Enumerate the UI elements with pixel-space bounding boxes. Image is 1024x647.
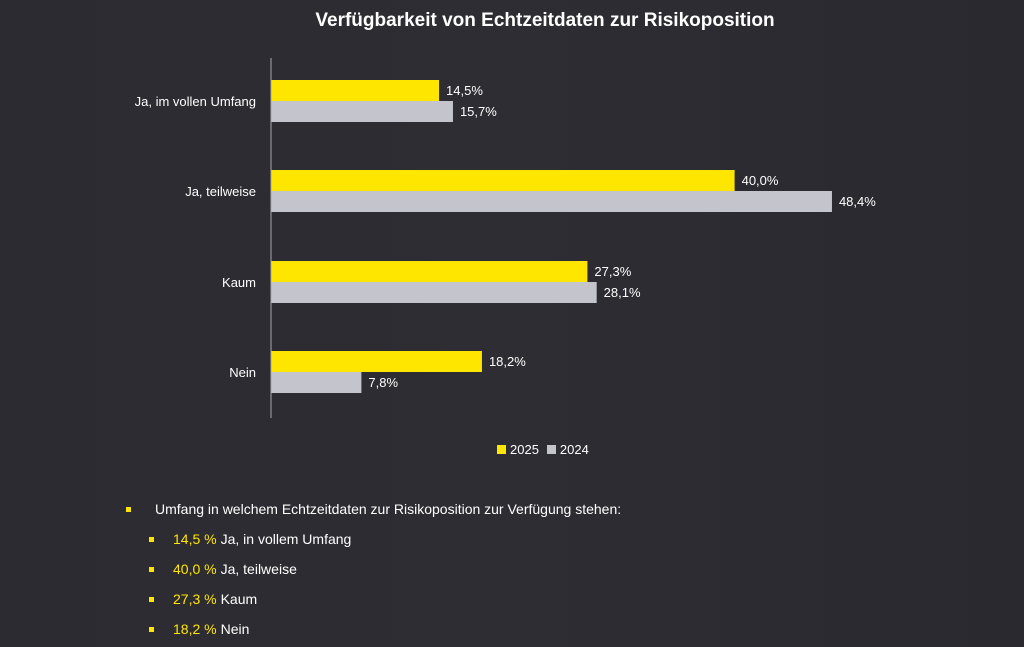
category-label-2: Ja, teilweise — [185, 184, 256, 199]
bar-2025-2 — [271, 170, 735, 191]
category-label-3: Kaum — [222, 275, 256, 290]
legend-item-2024: 2024 — [546, 442, 589, 457]
bullet-icon — [149, 626, 154, 632]
bar-2024-2 — [271, 191, 832, 212]
note-text: Ja, in vollem Umfang — [220, 531, 352, 547]
data-label-2025-1: 14,5% — [446, 83, 483, 98]
legend-swatch-2025 — [497, 445, 506, 454]
note-item: 18,2 % Nein — [126, 614, 621, 644]
bullet-icon — [149, 596, 154, 602]
bar-2024-3 — [271, 282, 597, 303]
note-text: Ja, teilweise — [220, 561, 297, 577]
bar-2025-3 — [271, 261, 588, 282]
data-label-2024-4: 7,8% — [368, 375, 398, 390]
chart-title: Verfügbarkeit von Echtzeitdaten zur Risi… — [315, 10, 775, 31]
bullet-icon — [149, 566, 154, 572]
bar-2024-1 — [271, 101, 453, 122]
note-percentage: 18,2 % — [173, 621, 217, 637]
note-item: 14,5 % Ja, in vollem Umfang — [126, 524, 621, 554]
bar-2025-4 — [271, 351, 482, 372]
legend-swatch-2024 — [546, 445, 556, 454]
category-label-4: Nein — [229, 365, 256, 380]
data-label-2025-4: 18,2% — [489, 354, 526, 369]
note-percentage: 14,5 % — [173, 531, 217, 547]
legend-label-2024: 2024 — [559, 442, 589, 457]
data-label-2024-2: 48,4% — [839, 194, 876, 209]
note-percentage: 40,0 % — [173, 561, 217, 577]
chart-legend: 2025 2024 — [497, 442, 597, 457]
legend-label-2025: 2025 — [510, 442, 539, 457]
data-label-2025-2: 40,0% — [742, 173, 779, 188]
notes-heading: Umfang in welchem Echtzeitdaten zur Risi… — [155, 501, 622, 517]
bullet-icon — [126, 506, 131, 512]
bar-2025-1 — [271, 80, 440, 101]
note-text: Nein — [220, 621, 250, 637]
note-text: Kaum — [220, 591, 258, 607]
note-item: 27,3 % Kaum — [126, 584, 621, 614]
legend-item-2025: 2025 — [497, 442, 539, 457]
notes-list: Umfang in welchem Echtzeitdaten zur Risi… — [126, 494, 621, 644]
data-label-2024-1: 15,7% — [460, 104, 497, 119]
bar-chart: 14,5% 40,0% 27,3% 18,2% 15,7% 48,4% 28,1% 7,8% J… — [135, 58, 876, 418]
notes-heading-row: Umfang in welchem Echtzeitdaten zur Risi… — [126, 494, 621, 524]
bar-2024-4 — [271, 372, 362, 393]
note-percentage: 27,3 % — [173, 591, 217, 607]
data-label-2024-3: 28,1% — [604, 285, 641, 300]
bullet-icon — [149, 536, 154, 542]
note-item: 40,0 % Ja, teilweise — [126, 554, 621, 584]
category-label-1: Ja, im vollen Umfang — [135, 94, 256, 109]
data-label-2025-3: 27,3% — [594, 264, 631, 279]
